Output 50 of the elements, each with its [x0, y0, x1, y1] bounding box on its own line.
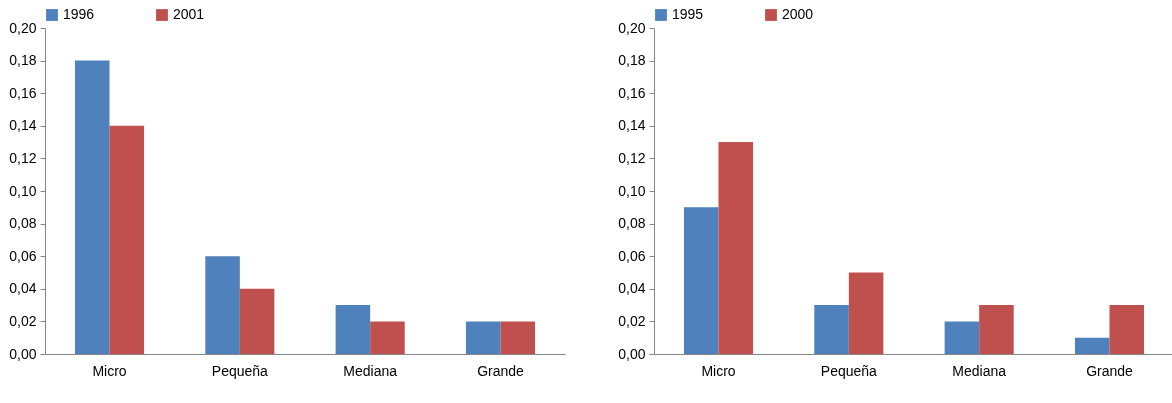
y-tick-label: 0,18 [618, 52, 646, 69]
bar [74, 60, 110, 354]
y-tick-label: 0,02 [618, 312, 646, 329]
bar [683, 207, 719, 354]
x-tick-label: Grande [1086, 362, 1134, 379]
y-tick-label: 0,12 [618, 149, 646, 166]
bar [239, 288, 275, 354]
y-tick-label: 0,06 [618, 247, 646, 264]
bar [1109, 305, 1145, 354]
x-tick-label: Micro [701, 362, 736, 379]
y-tick-label: 0,20 [9, 19, 37, 36]
y-tick-label: 0,02 [9, 312, 37, 329]
x-tick-label: Pequeña [820, 362, 878, 379]
x-tick-label: Micro [92, 362, 127, 379]
legend-label: 2000 [782, 6, 814, 22]
y-tick-label: 0,16 [618, 84, 646, 101]
x-tick-label: Mediana [343, 362, 398, 379]
y-tick-label: 0,08 [618, 215, 646, 232]
legend-label: 1996 [63, 6, 95, 22]
bar [370, 321, 405, 354]
y-tick-label: 0,16 [9, 84, 37, 101]
bar [1074, 337, 1110, 354]
legend-label: 1995 [672, 6, 704, 22]
legend-label: 2001 [173, 6, 205, 22]
y-tick-label: 0,12 [9, 149, 37, 166]
bar [465, 321, 501, 354]
bar [979, 305, 1014, 354]
x-tick-label: Grande [477, 362, 525, 379]
y-tick-label: 0,04 [9, 280, 37, 297]
bar [335, 305, 371, 354]
y-tick-label: 0,10 [9, 182, 37, 199]
bar [944, 321, 980, 354]
y-tick-label: 0,10 [618, 182, 646, 199]
x-tick-label: Mediana [952, 362, 1007, 379]
bar [814, 305, 849, 354]
y-tick-label: 0,08 [9, 215, 37, 232]
y-tick-label: 0,04 [618, 280, 646, 297]
y-tick-label: 0,20 [618, 19, 646, 36]
x-tick-label: Pequeña [211, 362, 269, 379]
y-tick-label: 0,14 [9, 117, 37, 134]
bar [205, 256, 240, 354]
bar [848, 272, 884, 354]
y-tick-label: 0,14 [618, 117, 646, 134]
y-tick-label: 0,06 [9, 247, 37, 264]
y-tick-label: 0,00 [618, 345, 646, 362]
y-tick-label: 0,00 [9, 345, 37, 362]
y-tick-label: 0,18 [9, 52, 37, 69]
bar [718, 142, 754, 354]
bar [500, 321, 536, 354]
bar [109, 125, 145, 354]
